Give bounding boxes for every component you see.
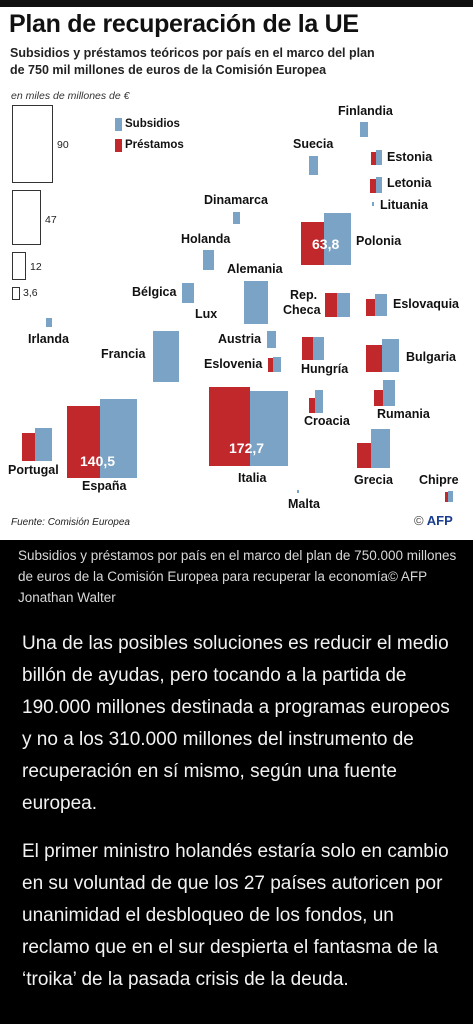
bar-subsidios-alemania <box>244 281 268 324</box>
bar-subsidios-letonia <box>376 177 382 193</box>
value-label-italia: 172,7 <box>229 440 265 456</box>
scale-box-47 <box>12 190 41 245</box>
bar-subsidios-rumania <box>383 380 395 406</box>
country-label-alemania: Alemania <box>227 262 283 276</box>
scale-label-3-6: 3,6 <box>23 287 38 299</box>
legend-swatch-prestamos <box>115 139 122 152</box>
infographic-title: Plan de recuperación de la UE <box>9 10 359 38</box>
top-bar <box>0 0 473 7</box>
image-caption: Subsidios y préstamos por país en el mar… <box>18 548 457 605</box>
bar-subsidios-rep-checa <box>337 293 350 317</box>
country-label-irlanda: Irlanda <box>28 332 69 346</box>
scale-label-12: 12 <box>30 261 42 273</box>
bar-prestamos-portugal <box>22 433 35 461</box>
country-label-chipre: Chipre <box>419 473 459 487</box>
bar-subsidios-grecia <box>371 429 390 468</box>
country-label-rep-checa-1: Rep. <box>290 288 318 302</box>
bar-prestamos-eslovenia <box>268 358 273 372</box>
country-label-finlandia: Finlandia <box>338 104 393 118</box>
bar-prestamos-italia <box>209 387 250 466</box>
bar-subsidios-eslovaquia <box>375 294 387 316</box>
country-label-portugal: Portugal <box>8 463 59 477</box>
bar-subsidios-chipre <box>448 491 453 502</box>
bar-prestamos-bulgaria <box>366 345 382 372</box>
bar-subsidios-suecia <box>309 156 318 175</box>
scale-box-90 <box>12 105 53 183</box>
bar-subsidios-portugal <box>35 428 52 461</box>
bar-subsidios-malta <box>297 490 299 493</box>
value-label-espana: 140,5 <box>80 453 116 469</box>
legend-label-prestamos: Préstamos <box>125 139 184 151</box>
bar-subsidios-francia <box>153 331 179 382</box>
country-label-hungria: Hungría <box>301 362 349 376</box>
bar-subsidios-dinamarca <box>233 212 240 224</box>
country-label-suecia: Suecia <box>293 137 334 151</box>
country-label-italia: Italia <box>238 471 267 485</box>
legend-swatch-subsidios <box>115 118 122 131</box>
bar-subsidios-finlandia <box>360 122 368 137</box>
bar-subsidios-polonia <box>324 213 351 265</box>
country-label-holanda: Holanda <box>181 232 231 246</box>
country-label-malta: Malta <box>288 497 320 511</box>
bar-subsidios-bulgaria <box>382 339 399 372</box>
bar-subsidios-hungria <box>313 337 324 360</box>
bar-prestamos-croacia <box>309 398 315 413</box>
bar-subsidios-croacia <box>315 390 323 413</box>
scale-label-47: 47 <box>45 214 57 226</box>
country-label-eslovaquia: Eslovaquia <box>393 297 459 311</box>
bar-subsidios-irlanda <box>46 318 52 327</box>
source-note: Fuente: Comisión Europea <box>11 517 130 528</box>
bar-prestamos-hungria <box>302 337 313 360</box>
bar-prestamos-eslovaquia <box>366 299 375 316</box>
bar-subsidios-lituania <box>372 202 374 206</box>
afp-logo: © AFP <box>414 513 453 528</box>
value-label-polonia: 63,8 <box>312 236 340 252</box>
infographic: Plan de recuperación de la UE Subsidios … <box>0 0 473 540</box>
legend-label-subsidios: Subsidios <box>125 118 180 130</box>
infographic-subtitle-line1: Subsidios y préstamos teóricos por país … <box>10 46 375 60</box>
country-label-grecia: Grecia <box>354 473 393 487</box>
bar-prestamos-espana <box>67 406 100 478</box>
country-label-francia: Francia <box>101 347 146 361</box>
bar-prestamos-polonia <box>301 222 324 265</box>
scale-box-3-6 <box>12 287 20 300</box>
copyright-symbol: © <box>414 513 424 528</box>
country-label-espana: España <box>82 479 127 493</box>
bar-prestamos-chipre <box>445 492 448 502</box>
infographic-subtitle-line2: de 750 mil millones de euros de la Comis… <box>10 63 327 77</box>
country-label-belgica: Bélgica <box>132 285 177 299</box>
bar-prestamos-rep-checa <box>325 293 337 317</box>
country-label-estonia: Estonia <box>387 150 433 164</box>
country-label-eslovenia: Eslovenia <box>204 357 263 371</box>
scale-label-90: 90 <box>57 139 69 151</box>
country-label-austria: Austria <box>218 332 262 346</box>
article-paragraph-2: El primer ministro holandés estaría solo… <box>22 841 449 990</box>
bar-prestamos-grecia <box>357 443 371 468</box>
bar-subsidios-eslovenia <box>273 357 281 372</box>
country-label-dinamarca: Dinamarca <box>204 193 268 207</box>
bar-subsidios-belgica <box>182 283 194 303</box>
bar-subsidios-italia <box>250 391 288 466</box>
bar-prestamos-letonia <box>370 179 376 193</box>
unit-label: en miles de millones de € <box>11 90 130 102</box>
bar-subsidios-espana <box>100 399 137 478</box>
country-label-polonia: Polonia <box>356 234 402 248</box>
country-label-rumania: Rumania <box>377 407 430 421</box>
afp-logo-text: AFP <box>426 513 453 528</box>
bar-prestamos-rumania <box>374 390 383 406</box>
bar-subsidios-holanda <box>203 250 214 270</box>
country-label-letonia: Letonia <box>387 176 432 190</box>
country-label-lux: Lux <box>195 307 218 321</box>
country-label-lituania: Lituania <box>380 198 428 212</box>
country-label-croacia: Croacia <box>304 414 350 428</box>
article-paragraph-1: Una de las posibles soluciones es reduci… <box>22 633 450 814</box>
country-label-bulgaria: Bulgaria <box>406 350 457 364</box>
bar-prestamos-estonia <box>371 152 376 165</box>
scale-box-12 <box>12 252 26 280</box>
bar-subsidios-austria <box>267 331 276 348</box>
bar-subsidios-estonia <box>376 150 382 165</box>
country-label-rep-checa-2: Checa <box>283 303 321 317</box>
